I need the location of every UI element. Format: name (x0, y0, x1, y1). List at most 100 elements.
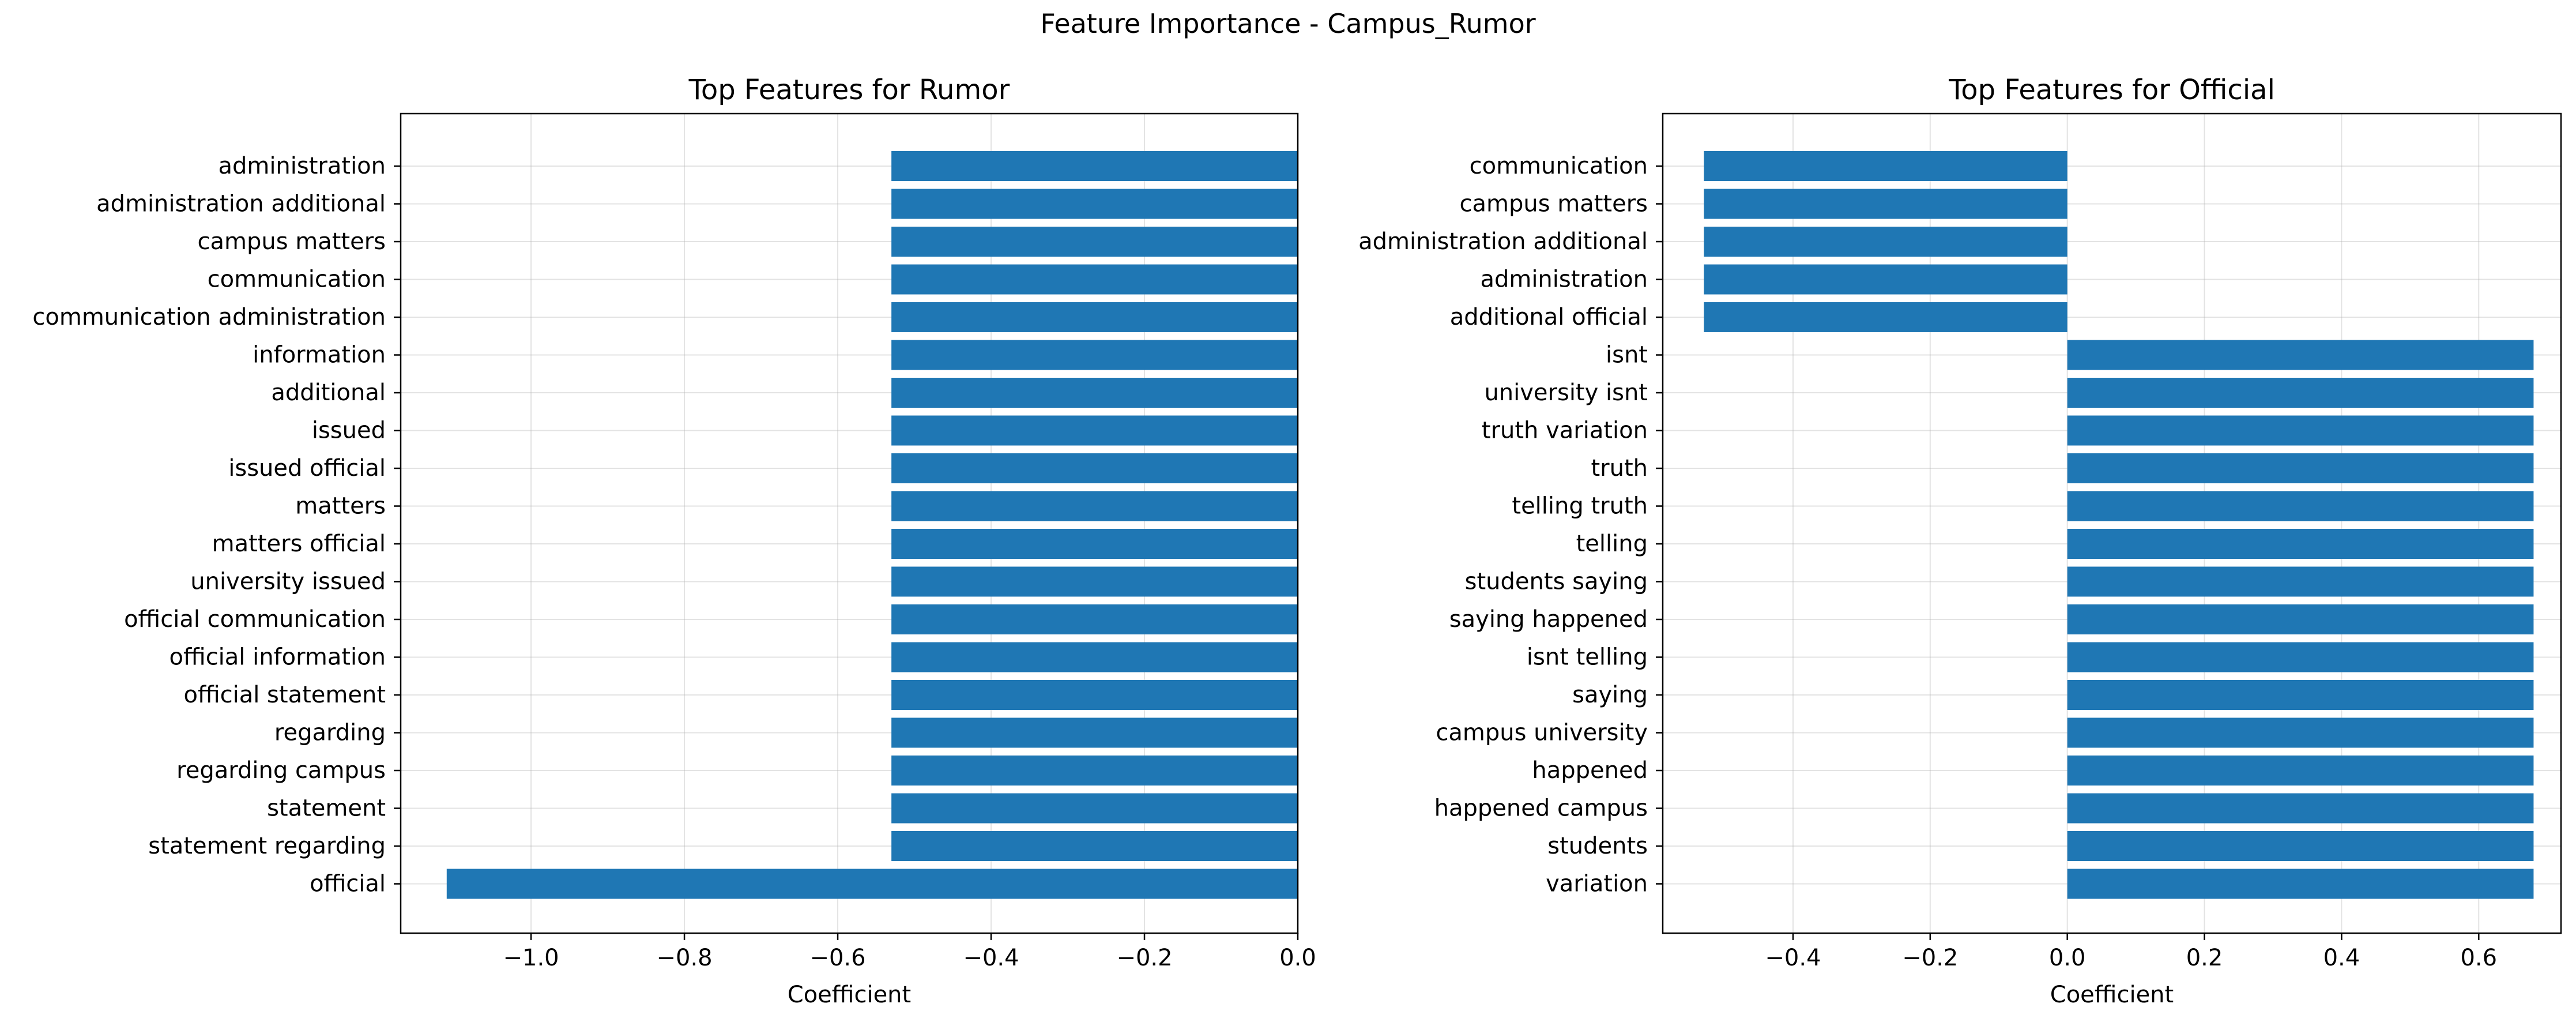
y-tick-label: additional official (1450, 304, 1648, 330)
y-tick-label: happened campus (1434, 795, 1648, 822)
bar-administration (1704, 264, 2067, 295)
y-tick-label: campus matters (1459, 191, 1648, 217)
bar-variation (2067, 869, 2534, 899)
y-tick-label: information (253, 342, 386, 369)
bar-communication (891, 264, 1298, 295)
y-tick-label: communication (208, 266, 386, 293)
bar-statement (891, 793, 1298, 824)
x-tick-label: 0.6 (2460, 945, 2497, 971)
figure-title: Feature Importance - Campus_Rumor (1040, 8, 1536, 39)
bar-communication-administration (891, 302, 1298, 332)
bar-regarding-campus (891, 756, 1298, 786)
bar-issued (891, 415, 1298, 446)
bar-campus-matters (1704, 189, 2067, 219)
y-tick-label: administration additional (1358, 228, 1648, 255)
bar-truth (2067, 453, 2534, 483)
bar-administration (891, 151, 1298, 181)
x-tick-label: 0.4 (2323, 945, 2360, 971)
y-tick-label: variation (1546, 871, 1648, 897)
x-tick-label: −0.8 (656, 945, 712, 971)
y-tick-label: campus university (1436, 720, 1648, 746)
bar-issued-official (891, 453, 1298, 483)
y-tick-label: administration (1480, 266, 1648, 293)
bar-saying-happened (2067, 604, 2534, 634)
x-tick-label: −0.4 (963, 945, 1019, 971)
bar-official-information (891, 642, 1298, 672)
y-tick-label: statement (267, 795, 386, 822)
y-tick-label: regarding campus (176, 757, 386, 784)
bar-additional-official (1704, 302, 2067, 332)
y-tick-label: students (1547, 833, 1648, 859)
bar-official-statement (891, 680, 1298, 710)
bar-university-issued (891, 566, 1298, 597)
bar-happened-campus (2067, 793, 2534, 824)
bar-administration-additional (1704, 227, 2067, 257)
bar-isnt-telling (2067, 642, 2534, 672)
x-tick-label: −0.6 (809, 945, 865, 971)
bar-campus-university (2067, 717, 2534, 748)
y-tick-label: regarding (274, 720, 386, 746)
bar-matters (891, 491, 1298, 521)
y-tick-label: communication administration (32, 304, 386, 330)
y-tick-label: official information (170, 644, 386, 671)
bar-official-communication (891, 604, 1298, 634)
y-tick-label: issued (312, 418, 386, 444)
y-tick-label: matters (295, 493, 386, 520)
x-axis-label: Coefficient (2050, 982, 2174, 1008)
y-tick-label: matters official (212, 531, 386, 557)
plot-frame (1662, 112, 2562, 934)
chart-title: Top Features for Rumor (688, 74, 1010, 106)
bar-additional (891, 378, 1298, 408)
y-tick-label: truth (1591, 455, 1648, 482)
plot-frame (400, 112, 1299, 934)
x-tick-label: −0.2 (1116, 945, 1172, 971)
bar-happened (2067, 756, 2534, 786)
y-tick-label: statement regarding (148, 833, 386, 859)
chart-panel-1: administration administration additional c… (32, 74, 1316, 1008)
bar-statement-regarding (891, 831, 1298, 861)
y-tick-label: happened (1532, 757, 1648, 784)
bar-information (891, 340, 1298, 370)
bar-students-saying (2067, 566, 2534, 597)
y-tick-label: communication (1470, 153, 1648, 179)
bar-telling-truth (2067, 491, 2534, 521)
y-tick-label: telling (1576, 531, 1648, 557)
y-tick-label: saying (1572, 682, 1648, 708)
bar-saying (2067, 680, 2534, 710)
y-tick-label: saying happened (1449, 606, 1648, 633)
x-axis-label: Coefficient (788, 982, 911, 1008)
y-tick-label: university issued (190, 569, 386, 595)
y-tick-label: administration (218, 153, 386, 179)
y-tick-label: official (310, 871, 386, 897)
chart-title: Top Features for Official (1948, 74, 2275, 106)
y-tick-label: issued official (228, 455, 386, 482)
y-tick-label: truth variation (1482, 418, 1648, 444)
y-tick-label: university isnt (1484, 379, 1648, 406)
bar-isnt (2067, 340, 2534, 370)
y-tick-label: official statement (183, 682, 386, 708)
y-tick-label: additional (271, 379, 386, 406)
x-tick-label: 0.0 (1279, 945, 1316, 971)
x-tick-label: −0.2 (1902, 945, 1958, 971)
bar-campus-matters (891, 227, 1298, 257)
bar-official (446, 869, 1298, 899)
bar-university-isnt (2067, 378, 2534, 408)
bar-regarding (891, 717, 1298, 748)
y-tick-label: administration additional (96, 191, 386, 217)
y-tick-label: students saying (1465, 569, 1648, 595)
y-tick-label: official communication (124, 606, 386, 633)
bar-communication (1704, 151, 2067, 181)
x-tick-label: 0.0 (2049, 945, 2086, 971)
y-tick-label: campus matters (197, 228, 386, 255)
bar-telling (2067, 529, 2534, 559)
bar-administration-additional (891, 189, 1298, 219)
bar-matters-official (891, 529, 1298, 559)
y-tick-label: isnt (1606, 342, 1648, 369)
bar-students (2067, 831, 2534, 861)
bar-truth-variation (2067, 415, 2534, 446)
y-tick-label: telling truth (1512, 493, 1648, 520)
x-tick-label: 0.2 (2186, 945, 2223, 971)
y-tick-label: isnt telling (1527, 644, 1648, 671)
x-tick-label: −0.4 (1765, 945, 1821, 971)
